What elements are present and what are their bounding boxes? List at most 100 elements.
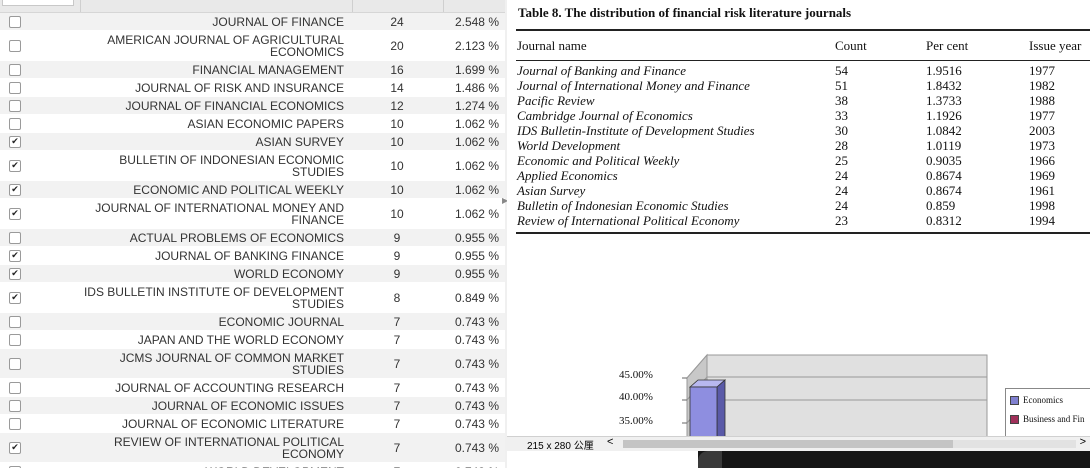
table-row[interactable]: JOURNAL OF FINANCE 24 2.548 % — [0, 13, 505, 31]
row-checkbox-cell[interactable] — [0, 315, 82, 328]
row-checkbox-cell[interactable]: ✔ — [0, 135, 82, 148]
row-checkbox[interactable]: ✔ — [9, 441, 21, 454]
row-checkbox-cell[interactable] — [0, 231, 82, 244]
row-checkbox[interactable] — [9, 81, 21, 94]
bar-front — [689, 386, 718, 436]
journal-count: 9 — [393, 230, 401, 245]
table-rule-top — [516, 29, 1090, 31]
row-checkbox[interactable] — [9, 381, 21, 394]
doc-issue-year: 1977 — [1029, 108, 1055, 123]
row-checkbox-cell[interactable] — [0, 399, 82, 412]
row-checkbox-cell[interactable] — [0, 417, 82, 430]
doc-count: 51 — [835, 78, 848, 93]
row-checkbox[interactable]: ✔ — [9, 267, 21, 280]
journal-name: ASIAN SURVEY — [255, 134, 344, 149]
row-checkbox-cell[interactable]: ✔ — [0, 465, 82, 468]
row-checkbox[interactable]: ✔ — [9, 207, 21, 220]
doc-count: 24 — [835, 168, 848, 183]
partial-bar-chart: 45.00% 40.00% 35.00% — [602, 345, 1090, 436]
table-row[interactable]: ACTUAL PROBLEMS OF ECONOMICS 9 0.955 % — [0, 229, 505, 247]
table-row[interactable]: JOURNAL OF ACCOUNTING RESEARCH 7 0.743 % — [0, 379, 505, 397]
row-checkbox[interactable]: ✔ — [9, 249, 21, 262]
table-row[interactable]: ✔ BULLETIN OF INDONESIAN ECONOMIC STUDIES… — [0, 151, 505, 181]
table-row[interactable]: ✔ JOURNAL OF BANKING FINANCE 9 0.955 % — [0, 247, 505, 265]
row-checkbox[interactable] — [9, 15, 21, 28]
table-row[interactable]: JOURNAL OF ECONOMIC LITERATURE 7 0.743 % — [0, 415, 505, 433]
row-checkbox[interactable] — [9, 231, 21, 244]
journal-percent: 0.849 % — [454, 290, 499, 305]
row-checkbox-cell[interactable]: ✔ — [0, 291, 82, 304]
row-checkbox[interactable]: ✔ — [9, 135, 21, 148]
table-row[interactable]: JOURNAL OF RISK AND INSURANCE 14 1.486 % — [0, 79, 505, 97]
table-row[interactable]: JCMS JOURNAL OF COMMON MARKET STUDIES 7 0.… — [0, 349, 505, 379]
table-row[interactable]: JOURNAL OF FINANCIAL ECONOMICS 12 1.274 % — [0, 97, 505, 115]
row-checkbox[interactable] — [9, 315, 21, 328]
table-row[interactable]: ✔ JOURNAL OF INTERNATIONAL MONEY AND FINA… — [0, 199, 505, 229]
row-checkbox-cell[interactable]: ✔ — [0, 207, 82, 220]
journal-count: 14 — [390, 80, 404, 95]
table-row[interactable]: ✔ REVIEW OF INTERNATIONAL POLITICAL ECONO… — [0, 433, 505, 463]
journal-percent: 1.062 % — [454, 206, 499, 221]
table-row[interactable]: ECONOMIC JOURNAL 7 0.743 % — [0, 313, 505, 331]
doc-percent: 0.9035 — [926, 153, 962, 168]
row-checkbox-cell[interactable]: ✔ — [0, 159, 82, 172]
table-row[interactable]: ✔ WORLD DEVELOPMENT70.743 % — [0, 463, 505, 468]
row-checkbox[interactable]: ✔ — [9, 159, 21, 172]
doc-percent: 1.0842 — [926, 123, 962, 138]
row-checkbox-cell[interactable]: ✔ — [0, 441, 82, 454]
row-checkbox[interactable] — [9, 99, 21, 112]
journal-count: 10 — [390, 116, 404, 131]
journal-name: JOURNAL OF ACCOUNTING RESEARCH — [115, 380, 344, 395]
table-row[interactable]: AMERICAN JOURNAL OF AGRICULTURAL ECONOMI… — [0, 31, 505, 61]
row-checkbox[interactable] — [9, 117, 21, 130]
row-checkbox-cell[interactable] — [0, 381, 82, 394]
table-row[interactable]: JOURNAL OF ECONOMIC ISSUES 7 0.743 % — [0, 397, 505, 415]
table-row[interactable]: FINANCIAL MANAGEMENT 16 1.699 % — [0, 61, 505, 79]
row-checkbox-cell[interactable] — [0, 63, 82, 76]
row-checkbox[interactable]: ✔ — [9, 183, 21, 196]
table-row[interactable]: ✔ WORLD ECONOMY 9 0.955 % — [0, 265, 505, 283]
row-checkbox[interactable]: ✔ — [9, 291, 21, 304]
row-checkbox[interactable] — [9, 39, 21, 52]
y-tick-label: 45.00% — [619, 369, 653, 381]
doc-count: 54 — [835, 63, 848, 78]
legend-item-business: Business and Fin — [1010, 414, 1085, 424]
chart-legend: Economics Business and Fin — [1005, 388, 1090, 436]
table-row[interactable]: ✔ ECONOMIC AND POLITICAL WEEKLY 10 1.062 % — [0, 181, 505, 199]
y-tick-label: 40.00% — [619, 391, 653, 403]
row-checkbox[interactable]: ✔ — [9, 465, 21, 468]
doc-count: 25 — [835, 153, 848, 168]
horizontal-scrollbar[interactable] — [623, 440, 1076, 448]
row-checkbox-cell[interactable]: ✔ — [0, 267, 82, 280]
scroll-right-icon[interactable]: > — [1079, 436, 1086, 448]
expand-handle-icon[interactable]: ▶ — [502, 196, 509, 205]
row-checkbox-cell[interactable] — [0, 117, 82, 130]
scroll-left-icon[interactable]: < — [607, 436, 614, 448]
row-checkbox-cell[interactable] — [0, 357, 82, 370]
row-checkbox[interactable] — [9, 333, 21, 346]
row-checkbox[interactable] — [9, 417, 21, 430]
row-checkbox-cell[interactable] — [0, 39, 82, 52]
row-checkbox[interactable] — [9, 63, 21, 76]
row-checkbox-cell[interactable]: ✔ — [0, 183, 82, 196]
doc-issue-year: 1988 — [1029, 93, 1055, 108]
table-row[interactable]: ✔ IDS BULLETIN INSTITUTE OF DEVELOPMENT S… — [0, 283, 505, 313]
scrollbar-thumb[interactable] — [623, 440, 953, 448]
row-checkbox[interactable] — [9, 399, 21, 412]
bar-side — [716, 379, 726, 436]
row-checkbox-cell[interactable] — [0, 99, 82, 112]
doc-issue-year: 1998 — [1029, 198, 1055, 213]
table-row[interactable]: ✔ ASIAN SURVEY 10 1.062 % — [0, 133, 505, 151]
journal-name: JOURNAL OF FINANCIAL ECONOMICS — [125, 98, 344, 113]
doc-journal-name: Asian Survey — [517, 183, 586, 198]
table-row[interactable]: ASIAN ECONOMIC PAPERS 10 1.062 % — [0, 115, 505, 133]
row-checkbox-cell[interactable]: ✔ — [0, 249, 82, 262]
row-checkbox-cell[interactable] — [0, 81, 82, 94]
filter-input[interactable] — [2, 0, 74, 6]
journal-count: 20 — [390, 38, 404, 53]
journal-percent: 0.743 % — [442, 465, 505, 468]
table-row[interactable]: JAPAN AND THE WORLD ECONOMY 7 0.743 % — [0, 331, 505, 349]
row-checkbox-cell[interactable] — [0, 15, 82, 28]
row-checkbox-cell[interactable] — [0, 333, 82, 346]
row-checkbox[interactable] — [9, 357, 21, 370]
